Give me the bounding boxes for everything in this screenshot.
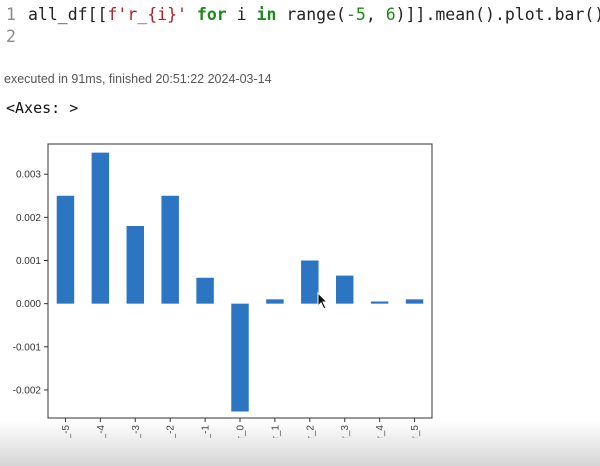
bar-r_-1 bbox=[196, 277, 214, 304]
code-token: all_df[[ bbox=[28, 5, 108, 24]
mouse-cursor-icon bbox=[317, 292, 329, 310]
line-number-1: 1 bbox=[6, 5, 16, 24]
x-tick-label: r_3 bbox=[340, 425, 351, 438]
x-tick-label: r_-2 bbox=[166, 425, 177, 438]
y-tick-label: 0.000 bbox=[16, 299, 41, 310]
bar-chart: -0.002 -0.001 0.000 0.001 0.002 0.003 r_-5 r_-4… bbox=[13, 143, 433, 438]
y-tick-label: 0.003 bbox=[16, 170, 41, 181]
code-line-2[interactable]: 2 bbox=[6, 26, 28, 48]
code-token: -5 bbox=[345, 5, 366, 24]
bar-r_-4 bbox=[91, 152, 110, 304]
x-tick-label: r_2 bbox=[305, 425, 316, 438]
bar-r_-3 bbox=[126, 225, 144, 304]
x-tick-label: r_-5 bbox=[61, 425, 72, 438]
code-token: f'r_{i}' bbox=[107, 5, 187, 24]
execution-status: executed in 91ms, finished 20:51:22 2024… bbox=[4, 72, 272, 86]
code-token: i bbox=[226, 5, 257, 24]
code-text[interactable]: all_df[[f'r_{i}' for i in range(-5, 6)]]… bbox=[28, 5, 600, 24]
bar-r_4 bbox=[370, 301, 389, 304]
y-tick-label: 0.001 bbox=[16, 256, 41, 267]
y-tick-label: -0.002 bbox=[13, 385, 42, 396]
code-cell[interactable]: 1 all_df[[f'r_{i}' for i in range(-5, 6)]… bbox=[0, 0, 600, 52]
x-tick-label: r_5 bbox=[410, 425, 421, 438]
output-text: <Axes: > bbox=[6, 99, 79, 117]
x-tick-label: r_-3 bbox=[131, 425, 142, 438]
code-token: range( bbox=[276, 5, 346, 24]
x-tick-label: r_-1 bbox=[201, 425, 212, 438]
bar-r_3 bbox=[336, 275, 354, 304]
x-tick-label: r_4 bbox=[375, 425, 386, 438]
line-number-2: 2 bbox=[6, 27, 16, 46]
y-tick-label: 0.002 bbox=[16, 213, 41, 224]
code-token bbox=[187, 5, 197, 24]
code-token: )]].mean().plot.bar() bbox=[395, 5, 600, 24]
x-tick-label: r_-4 bbox=[96, 425, 107, 438]
bar-r_2 bbox=[301, 260, 319, 304]
x-tick-label: r_0 bbox=[236, 425, 247, 438]
bar-r_-5 bbox=[56, 195, 75, 304]
bar-r_0 bbox=[231, 303, 249, 412]
y-tick-label: -0.001 bbox=[13, 342, 42, 353]
bar-r_5 bbox=[405, 299, 424, 304]
code-token: in bbox=[256, 5, 277, 24]
code-token: for bbox=[196, 5, 227, 24]
bar-r_1 bbox=[266, 299, 284, 304]
code-line-1[interactable]: 1 all_df[[f'r_{i}' for i in range(-5, 6)]… bbox=[6, 4, 600, 26]
bar-r_-2 bbox=[161, 195, 179, 304]
x-tick-label: r_1 bbox=[270, 425, 281, 438]
code-token: 6 bbox=[385, 5, 396, 24]
code-token: , bbox=[365, 5, 386, 24]
